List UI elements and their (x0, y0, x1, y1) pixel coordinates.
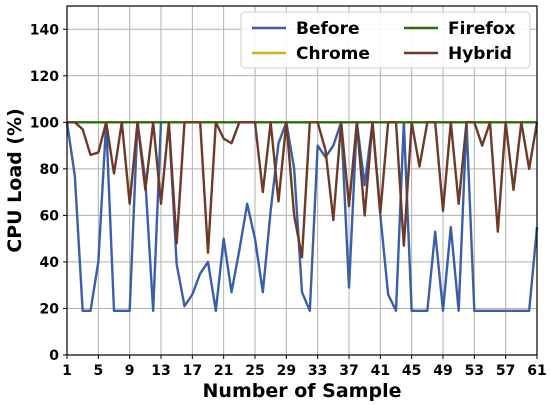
x-tick-label: 49 (433, 363, 452, 379)
x-tick-label: 53 (465, 363, 484, 379)
plot-frame (66, 5, 538, 356)
legend-label-chrome: Chrome (296, 44, 370, 64)
x-tick-label: 33 (308, 363, 327, 379)
y-tick-label: 80 (40, 162, 60, 178)
y-tick-label: 40 (40, 255, 60, 271)
y-axis-label: CPU Load (%) (4, 108, 26, 253)
x-axis-label: Number of Sample (203, 380, 402, 402)
y-tick-label: 60 (40, 208, 60, 224)
x-tick-label: 61 (527, 363, 546, 379)
x-tick-label: 37 (339, 363, 358, 379)
x-tick-label: 17 (183, 363, 202, 379)
y-tick-label: 140 (30, 22, 59, 38)
legend-box (240, 11, 531, 69)
legend-label-firefox: Firefox (448, 19, 515, 39)
x-tick-label: 13 (151, 363, 170, 379)
x-tick-label: 21 (214, 363, 233, 379)
y-tick-label: 20 (40, 301, 60, 317)
y-tick-label: 100 (30, 115, 59, 131)
x-tick-label: 29 (277, 363, 296, 379)
legend-label-hybrid: Hybrid (448, 44, 512, 64)
x-tick-label: 57 (496, 363, 515, 379)
series-line-before (65, 121, 539, 312)
series-lines (65, 121, 539, 312)
x-tick-label: 25 (245, 363, 264, 379)
x-tick-label: 45 (402, 363, 421, 379)
legend: Before Chrome Firefox Hybrid (240, 11, 531, 69)
x-tick-label: 5 (93, 363, 103, 379)
y-axis-ticks: 0 20 40 60 80 100 120 140 (30, 22, 67, 364)
series-line-hybrid (67, 121, 539, 259)
x-tick-label: 41 (371, 363, 390, 379)
y-tick-label: 0 (49, 348, 59, 364)
x-axis-ticks: 1 5 9 13 17 21 25 29 33 37 41 45 49 53 57 61 (62, 355, 547, 379)
y-tick-label: 120 (30, 69, 59, 85)
x-tick-label: 9 (125, 363, 135, 379)
legend-label-before: Before (296, 19, 359, 39)
x-tick-label: 1 (62, 363, 72, 379)
